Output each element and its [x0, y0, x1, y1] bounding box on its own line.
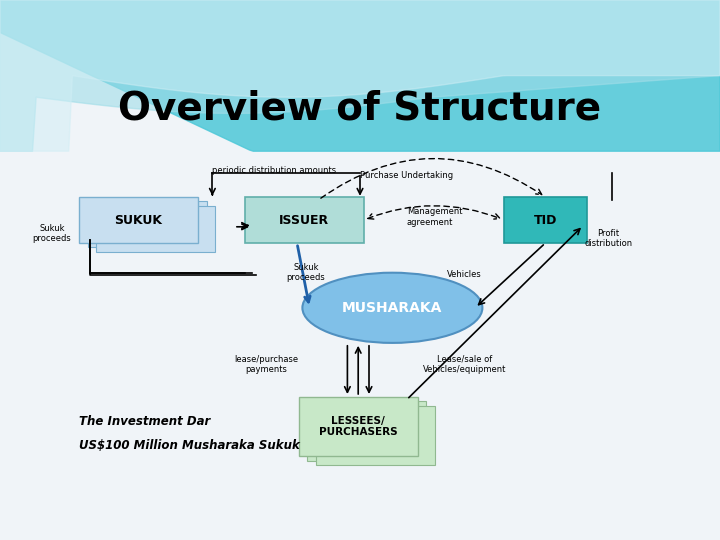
- FancyBboxPatch shape: [79, 197, 198, 243]
- Text: Overview of Structure: Overview of Structure: [118, 89, 602, 127]
- Text: Sukuk
proceeds: Sukuk proceeds: [287, 263, 325, 282]
- FancyBboxPatch shape: [504, 197, 587, 243]
- Text: lease/purchase
payments: lease/purchase payments: [234, 355, 299, 374]
- Text: Lease/sale of
Vehicles/equipment: Lease/sale of Vehicles/equipment: [423, 355, 506, 374]
- Text: Profit
distribution: Profit distribution: [585, 229, 632, 248]
- Text: The Investment Dar: The Investment Dar: [79, 415, 210, 428]
- Text: Management
agreement: Management agreement: [407, 207, 462, 227]
- FancyBboxPatch shape: [88, 201, 207, 247]
- Text: ISSUER: ISSUER: [279, 213, 329, 227]
- Text: periodic distribution amounts: periodic distribution amounts: [212, 166, 336, 174]
- Text: TID: TID: [534, 213, 557, 227]
- Text: LESSEES/
PURCHASERS: LESSEES/ PURCHASERS: [319, 416, 397, 437]
- Text: MUSHARAKA: MUSHARAKA: [342, 301, 443, 315]
- Text: Vehicles: Vehicles: [447, 270, 482, 279]
- FancyBboxPatch shape: [96, 206, 215, 252]
- Text: Sukuk
proceeds: Sukuk proceeds: [32, 224, 71, 243]
- Ellipse shape: [302, 273, 482, 343]
- FancyBboxPatch shape: [307, 401, 426, 461]
- Text: SUKUK: SUKUK: [114, 213, 163, 227]
- Text: US$100 Million Musharaka Sukuk: US$100 Million Musharaka Sukuk: [79, 439, 300, 452]
- FancyBboxPatch shape: [245, 197, 364, 243]
- FancyBboxPatch shape: [299, 397, 418, 456]
- Text: Purchase Undertaking: Purchase Undertaking: [360, 171, 453, 180]
- FancyBboxPatch shape: [316, 406, 435, 465]
